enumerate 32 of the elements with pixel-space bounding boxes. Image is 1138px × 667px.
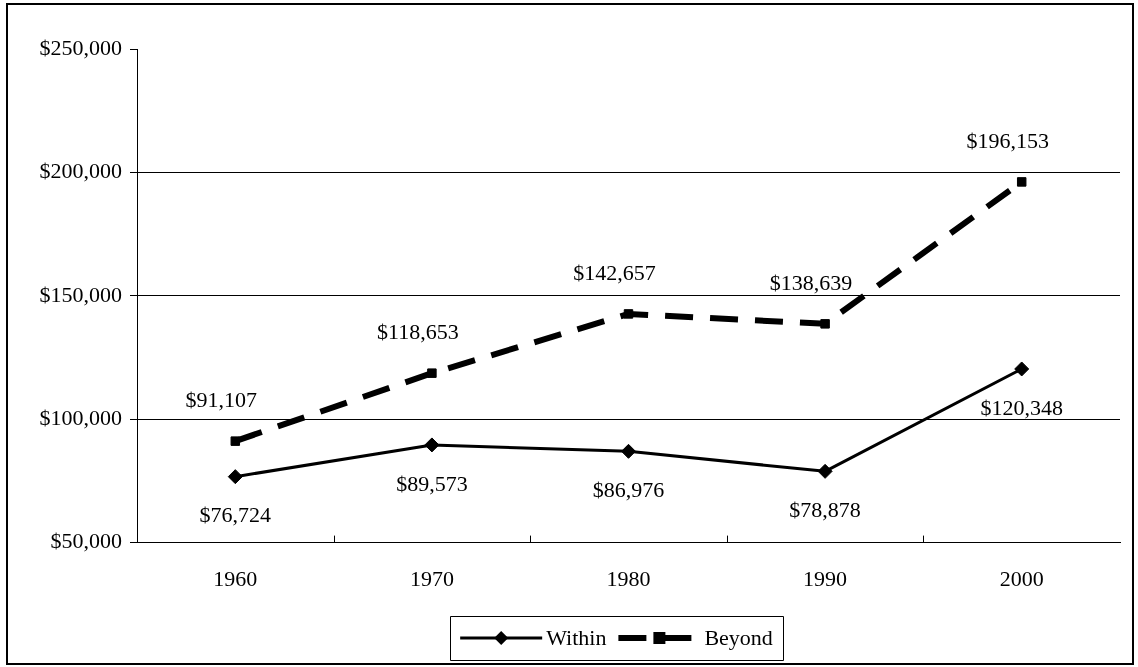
data-label: $196,153	[966, 127, 1049, 153]
x-tick-label: 1990	[803, 565, 848, 591]
y-tick-label: $250,000	[39, 34, 122, 60]
data-label: $118,653	[377, 318, 459, 344]
data-label: $78,878	[789, 497, 861, 523]
data-label: $86,976	[592, 477, 665, 503]
point	[820, 319, 830, 329]
x-tick-label: 2000	[999, 565, 1044, 591]
point	[1016, 177, 1027, 187]
y-tick-label: $50,000	[50, 528, 122, 554]
data-label: $76,724	[199, 502, 272, 528]
data-label: $91,107	[185, 386, 258, 412]
x-tick-label: 1980	[606, 565, 651, 591]
point	[623, 309, 634, 319]
x-tick-label: 1960	[213, 565, 258, 591]
legend-label: Beyond	[704, 624, 773, 650]
point	[424, 437, 440, 453]
point	[621, 443, 636, 459]
data-label: $142,657	[573, 259, 656, 285]
x-tick-label: 1970	[409, 565, 454, 591]
y-tick-label: $200,000	[39, 158, 122, 184]
y-tick-label: $100,000	[39, 404, 122, 430]
data-label: $89,573	[396, 470, 468, 496]
data-label: $138,639	[769, 269, 853, 295]
y-tick-label: $150,000	[39, 281, 122, 307]
data-label: $120,348	[980, 394, 1063, 420]
point	[1014, 361, 1030, 377]
point	[427, 368, 437, 378]
legend-label: Within	[546, 624, 607, 650]
point	[227, 469, 243, 485]
point	[817, 463, 833, 479]
point	[230, 436, 241, 446]
